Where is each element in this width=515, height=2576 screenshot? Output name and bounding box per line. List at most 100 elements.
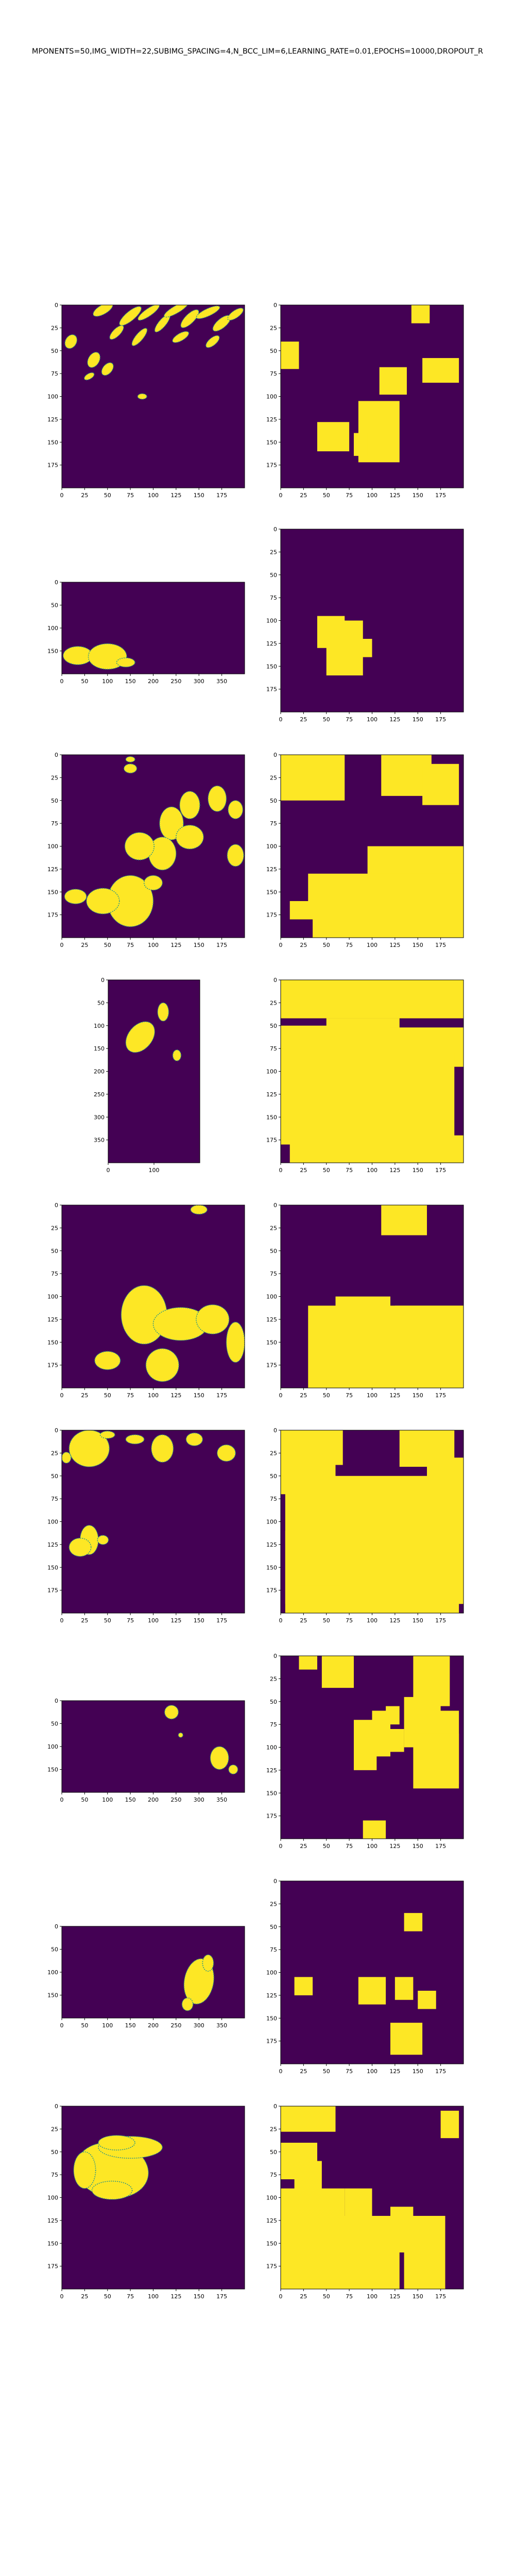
x-tick-label: 300 bbox=[194, 1797, 204, 1803]
x-tick-label: 50 bbox=[81, 678, 88, 685]
y-tick-label: 175 bbox=[266, 1137, 277, 1144]
x-tick-label: 50 bbox=[104, 492, 111, 499]
x-tick-label: 50 bbox=[323, 2068, 330, 2075]
y-tick-label: 0 bbox=[55, 1202, 58, 1209]
x-tick-label: 150 bbox=[413, 492, 423, 499]
x-tick-label: 25 bbox=[300, 1617, 307, 1624]
x-tick-label: 150 bbox=[194, 1617, 204, 1624]
subplot-12: 0 25 50 75 100 125 150 175 0 25 50 75 100 125 150 175 bbox=[266, 1427, 464, 1624]
x-tick-label: 150 bbox=[413, 1617, 423, 1624]
y-tick-label: 75 bbox=[270, 1496, 277, 1502]
image-blob bbox=[83, 372, 95, 381]
x-tick-label: 50 bbox=[323, 1392, 330, 1399]
x-tick-label: 75 bbox=[346, 1617, 353, 1624]
image-blob bbox=[64, 889, 87, 905]
mask-region bbox=[379, 367, 407, 395]
y-tick-label: 100 bbox=[47, 1743, 58, 1750]
image-blob bbox=[217, 1444, 236, 1462]
x-tick-label: 0 bbox=[107, 1167, 110, 1174]
subplot-6: 0 25 50 75 100 125 150 175 0 25 50 75 100 125 150 175 bbox=[266, 752, 464, 948]
y-tick-label: 50 bbox=[270, 348, 277, 354]
x-tick-label: 75 bbox=[346, 1843, 353, 1850]
x-tick-label: 200 bbox=[148, 2022, 159, 2029]
y-tick-label: 50 bbox=[97, 999, 105, 1006]
y-tick-label: 150 bbox=[47, 1992, 58, 1999]
x-tick-label: 50 bbox=[104, 942, 111, 948]
y-tick-label: 350 bbox=[94, 1137, 105, 1144]
subplot-13: 0 50 100 150 200 250 300 350 0 50 100 150 bbox=[47, 1698, 245, 1803]
y-tick-label: 125 bbox=[266, 1541, 277, 1548]
subplot-3: 0 50 100 150 200 250 300 350 0 50 100 150 bbox=[47, 579, 245, 685]
x-tick-label: 125 bbox=[389, 716, 400, 723]
heatmap-background bbox=[62, 305, 245, 488]
image-blob bbox=[144, 875, 163, 891]
x-tick-label: 100 bbox=[148, 492, 159, 499]
y-tick-label: 125 bbox=[47, 866, 58, 873]
x-tick-label: 175 bbox=[435, 2068, 446, 2075]
x-tick-label: 25 bbox=[300, 2293, 307, 2300]
x-tick-label: 175 bbox=[435, 1167, 446, 1174]
y-tick-label: 25 bbox=[270, 774, 277, 781]
x-tick-label: 0 bbox=[279, 2293, 283, 2300]
x-tick-label: 125 bbox=[170, 2293, 181, 2300]
x-tick-label: 350 bbox=[216, 1797, 227, 1803]
y-tick-label: 100 bbox=[266, 843, 277, 850]
y-tick-label: 125 bbox=[266, 866, 277, 873]
mask-region bbox=[394, 1977, 414, 2000]
y-tick-label: 150 bbox=[47, 889, 58, 895]
x-tick-label: 0 bbox=[60, 1617, 64, 1624]
image-blob bbox=[196, 306, 220, 319]
y-tick-label: 125 bbox=[47, 1541, 58, 1548]
y-tick-label: 125 bbox=[47, 1316, 58, 1323]
mask-region bbox=[281, 980, 464, 1019]
y-tick-label: 75 bbox=[51, 1496, 58, 1502]
image-blob bbox=[86, 888, 120, 914]
y-tick-label: 125 bbox=[266, 2217, 277, 2224]
x-tick-label: 0 bbox=[60, 1797, 64, 1803]
subplot-16: 0 25 50 75 100 125 150 175 0 25 50 75 100 125 150 175 bbox=[266, 1878, 464, 2075]
y-tick-label: 0 bbox=[55, 1698, 58, 1704]
mask-region bbox=[413, 1733, 459, 1789]
y-tick-label: 125 bbox=[266, 416, 277, 423]
x-tick-label: 100 bbox=[148, 942, 159, 948]
x-tick-label: 50 bbox=[323, 1167, 330, 1174]
x-tick-label: 125 bbox=[389, 1392, 400, 1399]
x-tick-label: 175 bbox=[435, 492, 446, 499]
x-tick-label: 150 bbox=[413, 1167, 423, 1174]
x-tick-label: 125 bbox=[170, 1392, 181, 1399]
y-tick-label: 100 bbox=[94, 1023, 105, 1029]
y-tick-label: 100 bbox=[47, 843, 58, 850]
mask-region bbox=[404, 2216, 445, 2289]
y-tick-label: 75 bbox=[270, 1721, 277, 1728]
subplot-8: 0 25 50 75 100 125 150 175 0 25 50 75 100 125 150 175 bbox=[266, 977, 464, 1174]
mask-region bbox=[299, 1656, 317, 1670]
subplot-4: 0 25 50 75 100 125 150 175 0 25 50 75 100 125 150 175 bbox=[266, 526, 464, 723]
y-tick-label: 0 bbox=[101, 977, 105, 984]
image-blob bbox=[94, 1351, 121, 1370]
subplot-11: 0 25 50 75 100 125 150 175 0 25 50 75 100 125 150 175 bbox=[47, 1427, 245, 1624]
y-tick-label: 125 bbox=[266, 1992, 277, 1999]
mask-region bbox=[404, 1913, 423, 1931]
heatmap-background bbox=[62, 1701, 245, 1792]
x-tick-label: 125 bbox=[389, 492, 400, 499]
image-blob bbox=[109, 325, 124, 340]
y-tick-label: 50 bbox=[51, 798, 58, 804]
x-tick-label: 350 bbox=[216, 678, 227, 685]
y-tick-label: 50 bbox=[51, 1721, 58, 1727]
y-tick-label: 25 bbox=[51, 325, 58, 331]
image-blob bbox=[91, 2180, 133, 2200]
x-tick-label: 100 bbox=[367, 1167, 377, 1174]
y-tick-label: 150 bbox=[266, 1114, 277, 1121]
mask-region bbox=[381, 1205, 427, 1235]
image-blob bbox=[124, 832, 155, 860]
x-tick-label: 175 bbox=[216, 942, 227, 948]
y-tick-label: 50 bbox=[51, 1473, 58, 1480]
x-tick-label: 50 bbox=[323, 716, 330, 723]
y-tick-label: 50 bbox=[51, 348, 58, 354]
x-tick-label: 125 bbox=[170, 1617, 181, 1624]
x-tick-label: 100 bbox=[367, 716, 377, 723]
image-blob bbox=[227, 308, 244, 321]
image-blob bbox=[68, 1537, 92, 1557]
y-tick-label: 25 bbox=[270, 1675, 277, 1682]
y-tick-label: 0 bbox=[273, 1653, 277, 1659]
